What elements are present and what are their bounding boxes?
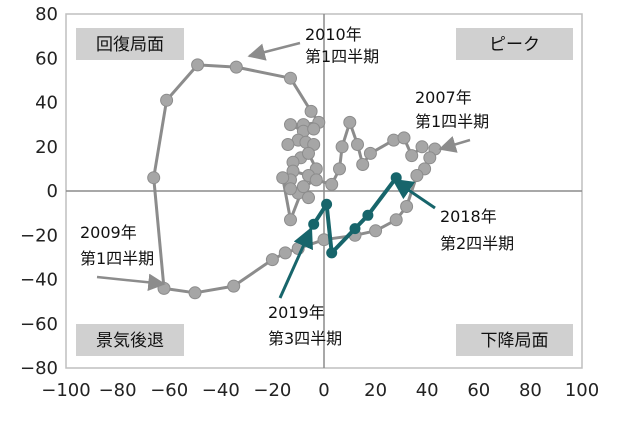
annotation-2-arrow [96,273,166,292]
series-0-point-40 [276,171,290,185]
series-0-point-52 [397,131,411,145]
y-tick-label-5: −20 [20,225,58,246]
series-1-point-4 [362,209,374,221]
annotation-0-line-1: 第1四半期 [305,47,379,66]
annotation-4-line-0: 2019年 [268,303,325,322]
quadrant-label-top-right-box [456,28,573,60]
series-0-point-3 [410,169,424,182]
series-0-point-19 [284,71,297,85]
series-1-point-3 [349,223,361,235]
series-0-point-23 [284,118,297,132]
x-tick-label-0: −100 [41,380,90,401]
series-0-point-17 [191,58,205,72]
series-0-point-4 [400,200,414,213]
x-tick-label-9: 80 [519,380,542,401]
y-tick-label-0: 80 [35,4,58,25]
series-0 [147,58,442,300]
series-1 [308,172,402,259]
series-0-point-50 [363,146,377,160]
quadrant-label-top-left: 回復局面 [96,35,164,55]
y-tick-label-7: −60 [20,314,58,335]
series-0-point-20 [304,104,318,118]
series-0-point-42 [296,180,310,194]
series-0-point-1 [423,151,437,165]
series-1-point-1 [321,198,333,210]
x-tick-label-6: 20 [364,380,387,401]
series-0-point-11 [265,253,279,267]
x-tick-label-4: −20 [253,380,291,401]
series-0-point-38 [302,191,315,205]
series-0-point-45 [333,162,346,176]
series-0-point-49 [356,158,370,171]
quadrant-label-bottom-left: 景気後退 [96,331,164,351]
annotation-1-line-0: 2007年 [415,88,472,107]
series-0-point-5 [389,213,403,227]
quadrant-label-bottom-right: 下降局面 [481,331,549,351]
series-0-point-25 [307,122,321,136]
x-tick-label-7: 40 [416,380,439,401]
y-tick-label-4: 0 [47,181,58,202]
y-tick-label-2: 40 [35,93,58,114]
annotation-4-line-1: 第3四半期 [268,329,342,348]
x-tick-label-8: 60 [467,380,490,401]
series-0-point-10 [278,246,292,260]
series-0-point-48 [351,138,364,151]
annotation-3-arrow [391,178,436,210]
x-tick-label-2: −60 [150,380,188,401]
annotation-3-line-0: 2018年 [440,207,497,226]
quadrant-label-bottom-right-box [456,324,573,356]
y-tick-label-3: 20 [35,137,58,158]
y-tick-label-6: −40 [20,270,58,291]
series-0-point-6 [369,224,383,238]
y-tick-label-1: 60 [35,48,58,69]
annotation-0-arrow [247,41,301,61]
x-tick-label-3: −40 [202,380,240,401]
series-0-point-15 [147,171,161,185]
series-0-point-12 [227,279,241,293]
annotation-0-line-0: 2010年 [305,25,362,44]
series-0-point-43 [309,173,323,187]
quadrant-label-top-right: ピーク [489,35,540,55]
x-tick-label-10: 100 [565,380,599,401]
y-tick-label-8: −80 [20,358,58,379]
series-1-point-0 [308,218,320,230]
annotation-1-arrow [438,136,471,153]
series-1-point-2 [326,247,338,259]
x-tick-label-5: 0 [318,380,329,401]
series-0-point-53 [405,149,419,163]
series-0-point-27 [281,138,295,151]
series-0-point-41 [284,213,297,227]
quadrant-label-top-left-box [76,28,184,60]
series-0-point-39 [284,182,297,196]
series-0-point-16 [160,93,174,107]
annotation-3-line-1: 第2四半期 [440,234,514,253]
series-0-point-47 [343,115,357,129]
annotation-2-line-0: 2009年 [80,223,137,242]
annotation-1-line-1: 第1四半期 [415,112,489,131]
x-tick-label-1: −80 [99,380,137,401]
series-0-point-32 [302,146,315,160]
series-0-point-18 [229,60,243,74]
annotation-4-arrow [278,226,313,299]
series-0-point-54 [415,140,429,154]
series-0-point-13 [188,286,202,300]
series-0-point-46 [335,140,349,154]
series-0-point-44 [325,177,339,191]
quadrant-label-bottom-left-box [76,324,184,356]
annotation-2-line-1: 第1四半期 [80,249,154,268]
